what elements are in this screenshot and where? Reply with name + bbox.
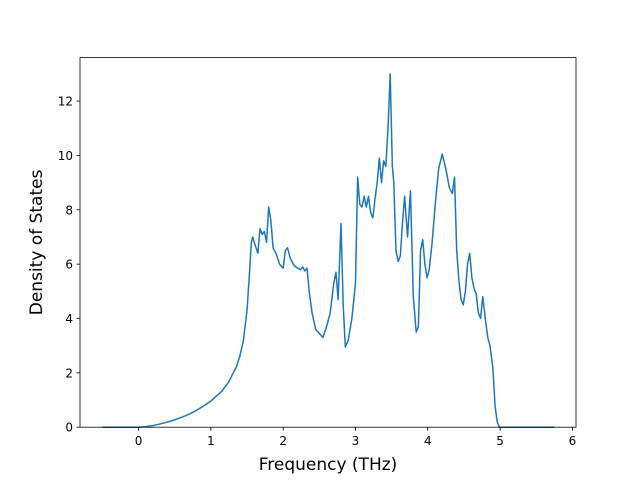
x-tick-label: 0 (135, 434, 143, 448)
y-tick-label: 12 (58, 95, 73, 109)
y-tick-label: 6 (65, 258, 73, 272)
axes-frame (79, 57, 577, 428)
dos-series-line (102, 73, 555, 428)
x-tick-label: 3 (352, 434, 360, 448)
x-tick-label: 5 (496, 434, 504, 448)
y-axis-label: Density of States (27, 169, 47, 315)
y-tick-label: 0 (65, 421, 73, 435)
x-tick-label: 6 (569, 434, 577, 448)
y-tick-label: 4 (65, 312, 73, 326)
y-tick-label: 2 (65, 366, 73, 380)
y-tick-label: 10 (58, 149, 73, 163)
x-tick-label: 4 (424, 434, 432, 448)
x-axis-label: Frequency (THz) (259, 455, 398, 475)
x-tick-label: 2 (279, 434, 287, 448)
x-tick-label: 1 (207, 434, 215, 448)
y-tick-label: 8 (65, 203, 73, 217)
